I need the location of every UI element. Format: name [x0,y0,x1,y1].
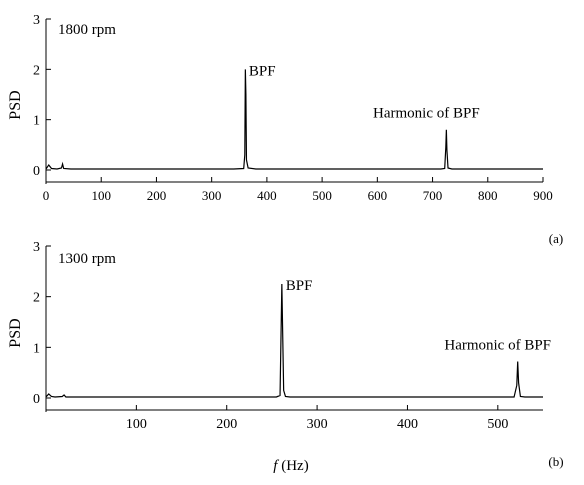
y-tick-label: 1 [33,341,40,356]
panel-a-labels: 1800 rpm BPF Harmonic of BPF PSD (a) [7,22,563,246]
y-tick-label: 3 [33,13,40,28]
x-tick-label: 500 [487,417,508,432]
y-tick-label: 2 [33,291,40,306]
panel-b-series [45,283,543,398]
panel-a-axes: 0 1 2 3 0 100 200 300 400 500 600 700 800 900 [33,13,553,203]
x-tick-label: 0 [43,188,50,203]
x-tick-label: 900 [533,188,553,203]
speed-annotation: 1800 rpm [58,22,116,38]
peak-annotation: BPF [249,63,276,79]
x-tick-label: 300 [202,188,222,203]
x-tick-label: 300 [307,417,328,432]
panel-a: 0 1 2 3 0 100 200 300 400 500 600 700 800 900 1800 rp… [7,13,563,246]
y-tick-label: 2 [33,63,40,78]
x-tick-label: 500 [312,188,332,203]
y-tick-label: 3 [33,240,40,255]
panel-label: (b) [548,454,563,469]
peak-annotation: Harmonic of BPF [444,338,551,354]
x-tick-label: 200 [216,417,237,432]
panel-a-series [45,69,543,170]
x-tick-label: 400 [397,417,418,432]
panel-b: 0 1 2 3 100 200 300 400 500 1300 rpm BPF Harmonic … [7,240,564,474]
y-axis-label: PSD [7,90,24,119]
y-tick-label: 0 [33,164,40,179]
panel-b-axes: 0 1 2 3 100 200 300 400 500 [33,240,543,432]
y-tick-label: 0 [33,392,40,407]
x-tick-label: 200 [147,188,167,203]
x-axis-label: f (Hz) [273,458,308,474]
panel-label: (a) [549,231,563,246]
x-tick-label: 100 [91,188,111,203]
x-tick-label: 600 [368,188,388,203]
x-tick-label: 700 [423,188,443,203]
speed-annotation: 1300 rpm [58,251,116,267]
peak-annotation: BPF [286,278,313,294]
panel-b-labels: 1300 rpm BPF Harmonic of BPF PSD (b) f (Hz) [7,251,564,474]
x-tick-label: 800 [478,188,498,203]
x-tick-label: 100 [126,417,147,432]
x-tick-label: 400 [257,188,277,203]
series-line [45,69,543,170]
peak-annotation: Harmonic of BPF [373,106,480,122]
y-tick-label: 1 [33,114,40,129]
y-axis-label: PSD [7,318,24,347]
series-line [45,283,543,398]
